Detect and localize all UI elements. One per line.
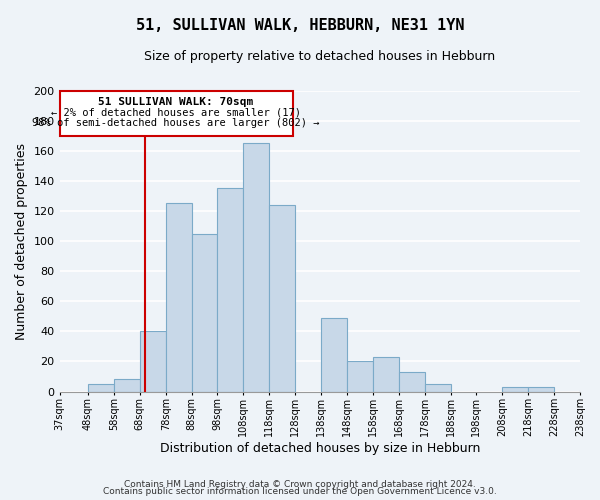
Bar: [217, 188, 244, 392]
Bar: [166, 204, 191, 392]
Text: 98% of semi-detached houses are larger (802) →: 98% of semi-detached houses are larger (…: [32, 118, 320, 128]
Bar: [269, 205, 295, 392]
Bar: [191, 234, 217, 392]
Bar: [114, 380, 140, 392]
Text: 51, SULLIVAN WALK, HEBBURN, NE31 1YN: 51, SULLIVAN WALK, HEBBURN, NE31 1YN: [136, 18, 464, 32]
Bar: [321, 318, 347, 392]
Text: Contains HM Land Registry data © Crown copyright and database right 2024.: Contains HM Land Registry data © Crown c…: [124, 480, 476, 489]
Y-axis label: Number of detached properties: Number of detached properties: [15, 142, 28, 340]
Bar: [244, 143, 269, 392]
Bar: [580, 390, 600, 392]
Bar: [425, 384, 451, 392]
Bar: [528, 387, 554, 392]
Bar: [373, 357, 399, 392]
X-axis label: Distribution of detached houses by size in Hebburn: Distribution of detached houses by size …: [160, 442, 480, 455]
Bar: [88, 384, 114, 392]
Bar: [140, 332, 166, 392]
Bar: [502, 387, 528, 392]
Text: ← 2% of detached houses are smaller (17): ← 2% of detached houses are smaller (17): [51, 107, 301, 117]
FancyBboxPatch shape: [59, 90, 293, 136]
Bar: [347, 362, 373, 392]
Text: 51 SULLIVAN WALK: 70sqm: 51 SULLIVAN WALK: 70sqm: [98, 96, 254, 106]
Text: Contains public sector information licensed under the Open Government Licence v3: Contains public sector information licen…: [103, 487, 497, 496]
Bar: [399, 372, 425, 392]
Title: Size of property relative to detached houses in Hebburn: Size of property relative to detached ho…: [144, 50, 496, 63]
